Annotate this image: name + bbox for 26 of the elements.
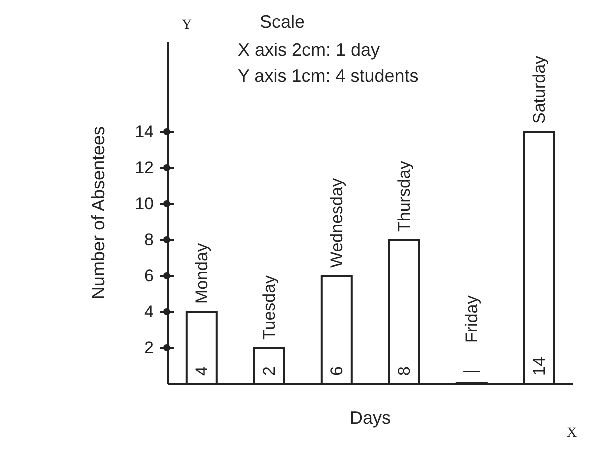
x-tick-label: Monday (192, 243, 212, 304)
data-label: 4 (192, 366, 212, 376)
y-tick-label: 4 (144, 302, 154, 322)
text: X (567, 426, 578, 442)
y-tick-label: 12 (135, 158, 154, 178)
data-label: 14 (530, 357, 549, 376)
x-tick-label: Tuesday (260, 274, 279, 340)
x-tick-label: Friday (462, 295, 482, 343)
y-tick-label: 6 (144, 266, 154, 286)
text: Y (182, 18, 192, 34)
y-tick-label: 2 (144, 338, 154, 358)
y-tick-label: 14 (135, 122, 154, 142)
y-tick-label: 10 (135, 194, 154, 214)
data-label: 6 (327, 366, 346, 376)
data-label: 8 (394, 366, 414, 376)
x-tick-label: Thursday (394, 160, 414, 232)
y-tick-label: 8 (144, 230, 154, 250)
annotation: Y axis 1cm: 4 students (238, 66, 419, 87)
x-tick-label: Wednesday (327, 178, 346, 268)
text: Scale (260, 12, 306, 33)
y-axis-title: Number of Absentees (88, 126, 108, 300)
data-label: 2 (260, 366, 279, 376)
data-label: — (463, 361, 480, 380)
x-tick-label: Saturday (530, 55, 549, 124)
annotation: X axis 2cm: 1 day (238, 40, 380, 61)
x-axis-title: Days (350, 408, 392, 428)
